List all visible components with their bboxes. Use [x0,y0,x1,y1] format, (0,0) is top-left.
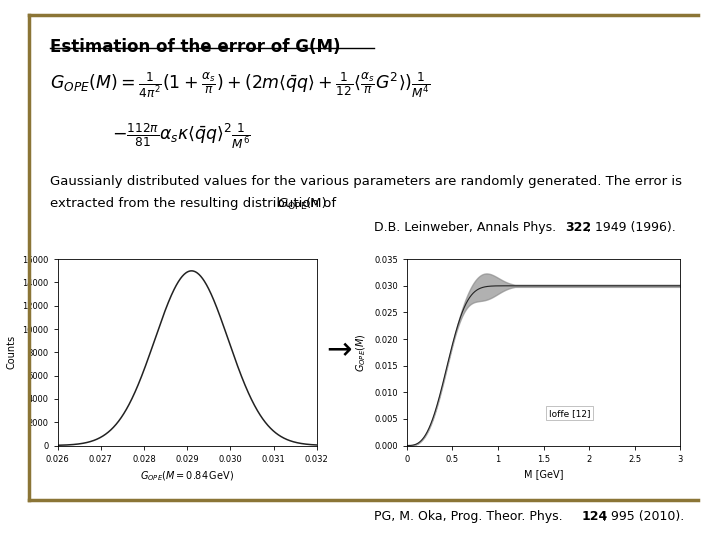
Text: $G_{\mathregular{OPE}}$: $G_{\mathregular{OPE}}$ [277,197,307,212]
Text: , 1949 (1996).: , 1949 (1996). [587,221,675,234]
Y-axis label: Counts: Counts [6,335,17,369]
Text: extracted from the resulting distribution of: extracted from the resulting distributio… [50,197,341,210]
Text: PG, M. Oka, Prog. Theor. Phys.: PG, M. Oka, Prog. Theor. Phys. [374,510,567,523]
Text: D.B. Leinweber, Annals Phys.: D.B. Leinweber, Annals Phys. [374,221,561,234]
Text: $\rightarrow$: $\rightarrow$ [321,334,353,363]
Text: 124: 124 [582,510,608,523]
Y-axis label: $G_{OPE}(M)$: $G_{OPE}(M)$ [355,333,369,372]
Text: Ioffe [12]: Ioffe [12] [549,409,590,418]
Text: , 995 (2010).: , 995 (2010). [603,510,685,523]
Text: (M).: (M). [306,197,332,210]
Text: $G_{OPE}(M) = \frac{1}{4\pi^2}(1+\frac{\alpha_s}{\pi})+(2m\langle\bar{q}q\rangle: $G_{OPE}(M) = \frac{1}{4\pi^2}(1+\frac{\… [50,70,431,100]
Text: Estimation of the error of G(M): Estimation of the error of G(M) [50,38,341,56]
X-axis label: $G_{OPE}(M{=}0.84\,\mathrm{GeV})$: $G_{OPE}(M{=}0.84\,\mathrm{GeV})$ [140,469,234,483]
X-axis label: M [GeV]: M [GeV] [524,469,563,479]
Text: $-\frac{112\pi}{81}\alpha_s\kappa\langle\bar{q}q\rangle^2\frac{1}{M^6}$: $-\frac{112\pi}{81}\alpha_s\kappa\langle… [112,122,251,151]
Text: 322: 322 [565,221,591,234]
Text: Gaussianly distributed values for the various parameters are randomly generated.: Gaussianly distributed values for the va… [50,176,683,188]
